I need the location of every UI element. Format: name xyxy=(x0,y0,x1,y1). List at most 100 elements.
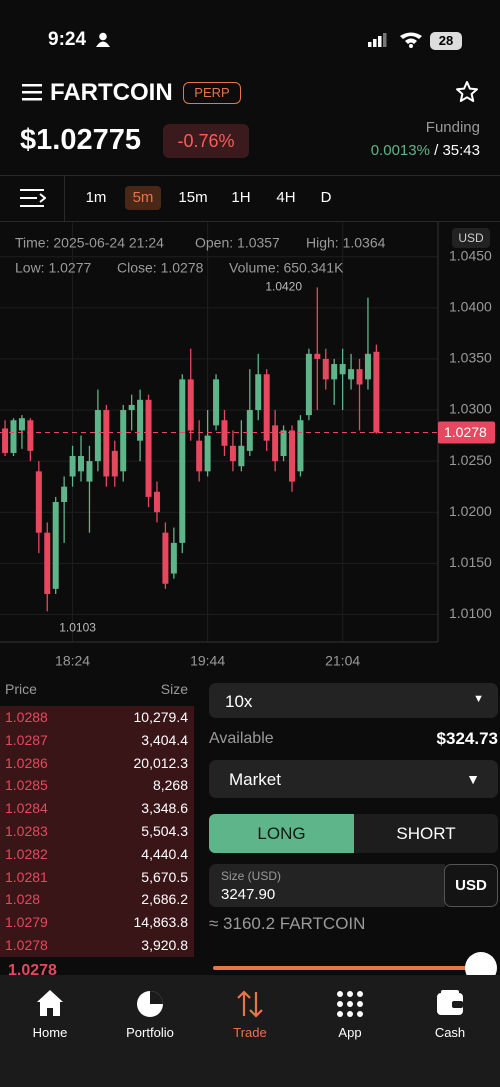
candle-body xyxy=(94,410,101,462)
candle-body xyxy=(179,379,186,543)
tab-label[interactable]: Portfolio xyxy=(126,1025,174,1040)
indicator-button[interactable] xyxy=(20,188,46,208)
candle-body xyxy=(263,374,270,441)
available-label: Available xyxy=(209,730,274,747)
candle-body xyxy=(35,471,42,533)
home-icon[interactable] xyxy=(37,990,63,1016)
battery: 28 xyxy=(430,32,462,50)
ask-size: 3,404.4 xyxy=(141,731,188,748)
favorite-star[interactable] xyxy=(455,80,479,104)
app-icon[interactable] xyxy=(337,991,363,1017)
long-button[interactable]: LONG xyxy=(209,814,354,853)
available: $324.73 xyxy=(436,729,498,748)
candle-body xyxy=(272,425,279,462)
y-tick-label: 1.0200 xyxy=(449,503,492,519)
person-icon xyxy=(96,32,110,47)
status-time: 9:24 xyxy=(48,29,87,50)
y-tick-label: 1.0150 xyxy=(449,554,492,570)
currency-badge[interactable]: USD xyxy=(452,228,490,248)
ohlc-info: Volume: 650.341K xyxy=(229,260,344,276)
ask-price: 1.0287 xyxy=(5,731,48,748)
tab-bar xyxy=(0,975,500,1087)
candle-body xyxy=(10,420,17,453)
leverage-select[interactable]: 10x ▼ xyxy=(209,683,498,718)
candlestick-chart: 1.0450 1.0400 1.0350 1.0300 1.0250 1.0200 1.01… xyxy=(0,222,495,669)
trade-icon[interactable] xyxy=(237,990,263,1018)
candle-body xyxy=(145,399,152,497)
size-header: Size xyxy=(160,681,188,697)
dropdown-arrow: ▼ xyxy=(466,771,480,787)
order-type: Market xyxy=(229,770,281,789)
mid-price: 1.0278 xyxy=(8,962,57,979)
timeframe-tab[interactable]: 15m xyxy=(178,189,208,206)
ask-price: 1.0281 xyxy=(5,868,48,885)
divider xyxy=(64,176,65,221)
ask-depth xyxy=(0,706,194,957)
tab-label[interactable]: Trade xyxy=(233,1025,267,1040)
short-button[interactable]: SHORT xyxy=(354,814,498,853)
candle-body xyxy=(170,542,177,574)
x-tick-label: 19:44 xyxy=(190,653,225,669)
ask-price: 1.0282 xyxy=(5,845,48,862)
cash-icon[interactable] xyxy=(437,990,463,1015)
candle-body xyxy=(196,440,203,472)
menu-button[interactable] xyxy=(22,83,42,101)
candle-body xyxy=(78,456,85,472)
tab-icons xyxy=(37,990,463,1018)
candle-body xyxy=(255,374,262,411)
candle-body xyxy=(314,353,321,359)
ask-size: 4,440.4 xyxy=(141,845,188,862)
candle-body xyxy=(280,430,287,457)
tab-label[interactable]: Home xyxy=(32,1025,68,1040)
candle-body xyxy=(137,399,144,441)
y-tick-label: 1.0450 xyxy=(449,247,492,263)
funding-label: Funding xyxy=(425,119,480,136)
candle-body xyxy=(204,435,211,472)
ohlc-info: Close: 1.0278 xyxy=(117,260,204,276)
tab-label[interactable]: Cash xyxy=(434,1025,466,1040)
candle-body xyxy=(128,404,135,411)
x-tick-label: 18:24 xyxy=(55,653,90,669)
candle-body xyxy=(153,491,160,513)
timeframe-tab[interactable]: D xyxy=(320,189,332,206)
candle-body xyxy=(356,369,363,385)
size-value: 3247.90 xyxy=(221,886,276,903)
y-tick-label: 1.0400 xyxy=(449,299,492,315)
max-label: 1.0420 xyxy=(265,280,302,294)
candle-body xyxy=(69,456,76,477)
timeframe-tab[interactable]: 1H xyxy=(231,189,251,206)
candle-body xyxy=(348,369,355,380)
y-tick-label: 1.0100 xyxy=(449,605,492,621)
last-price-label: 1.0278 xyxy=(444,424,487,440)
ask-size: 5,670.5 xyxy=(141,868,188,885)
funding-countdown: 35:43 xyxy=(442,142,480,159)
ask-price: 1.028 xyxy=(5,891,41,908)
candle-body xyxy=(44,532,51,594)
candle-body xyxy=(120,410,127,472)
tab-label[interactable]: App xyxy=(338,1025,362,1040)
candle-body xyxy=(238,445,245,467)
leverage: 10x xyxy=(225,692,253,711)
funding: 0.0013% / 35:43 xyxy=(371,142,480,159)
ohlc-info: Time: 2025-06-24 21:24 xyxy=(15,235,164,251)
candle-body xyxy=(331,364,338,380)
order-type-select[interactable]: Market ▼ xyxy=(209,760,498,798)
ask-size: 3,348.6 xyxy=(141,800,188,817)
ask-price: 1.0283 xyxy=(5,823,48,839)
candle-body xyxy=(187,379,194,431)
ohlc-info: High: 1.0364 xyxy=(306,235,386,251)
candle-body xyxy=(221,420,228,446)
size-unit-button[interactable]: USD xyxy=(444,864,498,907)
timeframe-tab[interactable]: 1m xyxy=(85,189,107,206)
ask-price: 1.0285 xyxy=(5,777,48,794)
price-change: -0.76% xyxy=(163,124,249,158)
perp-badge: PERP xyxy=(183,82,241,104)
timeframe-tab[interactable]: 4H xyxy=(276,189,296,206)
size-input[interactable]: Size (USD) 3247.90 xyxy=(209,864,445,907)
symbol[interactable]: FARTCOIN xyxy=(50,79,173,106)
timeframe-tab[interactable]: 5m xyxy=(125,186,161,210)
candle-body xyxy=(297,420,304,472)
ask-size: 10,279.4 xyxy=(133,709,189,725)
size-slider[interactable] xyxy=(213,966,481,970)
